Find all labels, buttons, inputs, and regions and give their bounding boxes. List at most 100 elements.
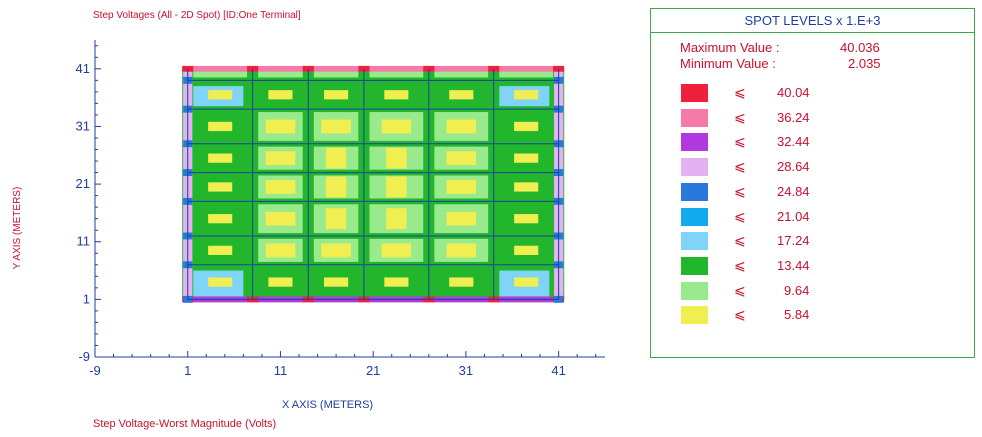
x-tick-label: 11	[274, 363, 288, 378]
y-tick-label: -9	[78, 349, 90, 364]
legend-swatch	[681, 306, 708, 325]
legend-symbol: ⩽	[734, 84, 746, 100]
heatmap-cell	[446, 211, 477, 226]
heatmap-cell	[208, 182, 233, 192]
chart-title: Step Voltages (All - 2D Spot) [ID:One Te…	[93, 10, 301, 21]
legend-title: SPOT LEVELS x 1.E+3	[651, 9, 974, 33]
heatmap-cell	[265, 151, 296, 166]
legend-level-value: 21.04	[777, 208, 810, 224]
heatmap-cell	[265, 119, 296, 134]
legend-level-row: ⩽ 13.44	[681, 256, 951, 276]
heatmap-cell	[514, 153, 539, 163]
heatmap-cell	[321, 119, 351, 134]
legend-level-row: ⩽ 5.84	[681, 305, 951, 325]
heatmap-cell	[384, 90, 409, 100]
legend-symbol: ⩽	[734, 158, 746, 175]
legend-level-row: ⩽ 24.84	[681, 182, 951, 202]
heatmap-cell	[449, 90, 474, 100]
heatmap-cell	[381, 119, 412, 134]
y-tick-label: 11	[77, 234, 91, 249]
legend-level-value: 32.44	[777, 134, 810, 150]
y-tick-label: 31	[76, 118, 90, 133]
heatmap-cell	[302, 65, 314, 72]
heatmap-cell	[553, 65, 565, 72]
heatmap-cell	[208, 121, 233, 132]
x-axis-label: X AXIS (METERS)	[282, 399, 374, 411]
heatmap-cell	[386, 208, 407, 230]
legend-level-row: ⩽ 21.04	[681, 207, 951, 227]
max-value-label: Maximum Value :	[680, 40, 780, 55]
heatmap-cell	[381, 243, 412, 258]
legend-swatch	[681, 133, 708, 152]
heatmap-cell	[514, 121, 539, 132]
legend-level-row: ⩽ 9.64	[681, 281, 951, 301]
heatmap-cell	[208, 277, 233, 287]
legend-swatch	[681, 207, 708, 226]
heatmap-cell	[182, 65, 194, 72]
x-tick-label: 1	[184, 363, 191, 378]
y-axis-label: Y AXIS (METERS)	[12, 186, 23, 270]
heatmap-cell	[325, 176, 347, 198]
y-tick-label: 21	[76, 176, 90, 191]
heatmap-cell	[384, 277, 409, 287]
legend-level-row: ⩽ 36.24	[681, 108, 951, 128]
legend-level-value: 40.04	[777, 85, 810, 100]
x-tick-label: 31	[459, 363, 473, 378]
heatmap-cell	[321, 243, 351, 258]
heatmap-cell	[514, 90, 539, 100]
legend-level-value: 36.24	[777, 109, 810, 125]
heatmap-cell	[265, 243, 296, 258]
heatmap-cell	[324, 90, 349, 100]
legend-level-value: 17.24	[777, 233, 810, 249]
legend-swatch	[681, 281, 708, 300]
legend-level-row: ⩽ 32.44	[681, 132, 951, 152]
heatmap-cell	[208, 214, 233, 224]
heatmap-cells	[182, 65, 565, 303]
legend-symbol: ⩽	[734, 133, 746, 150]
heatmap-cell	[514, 277, 539, 287]
legend-level-value: 13.44	[777, 257, 810, 273]
legend-level-value: 24.84	[777, 183, 810, 199]
axes	[94, 40, 605, 358]
chart-subtitle: Step Voltage-Worst Magnitude (Volts)	[93, 418, 277, 430]
min-value: 2.035	[848, 56, 881, 71]
heatmap-cell	[325, 147, 347, 169]
legend-symbol: ⩽	[734, 182, 746, 199]
heatmap-cell	[268, 277, 293, 287]
y-tick-label: 41	[76, 61, 90, 76]
heatmap-cell	[446, 243, 477, 258]
legend-symbol: ⩽	[734, 281, 746, 298]
heatmap-cell	[514, 214, 539, 224]
max-value: 40.036	[840, 40, 880, 55]
legend-level-row: ⩽ 17.24	[681, 231, 951, 251]
heatmap-cell	[386, 147, 407, 169]
heatmap-cell	[247, 65, 259, 72]
legend-level-row: ⩽ 40.04	[681, 83, 951, 103]
min-value-label: Minimum Value :	[680, 56, 776, 71]
x-tick-label: 21	[366, 363, 380, 378]
heatmap-cell	[514, 245, 539, 255]
heatmap-cell	[446, 180, 477, 194]
legend-level-value: 9.64	[784, 282, 810, 298]
legend-swatch	[681, 158, 708, 177]
legend-symbol: ⩽	[734, 232, 746, 249]
legend-level-value: 5.84	[784, 307, 810, 323]
legend: SPOT LEVELS x 1.E+3 Maximum Value : 40.0…	[650, 8, 975, 358]
legend-swatch	[681, 232, 708, 251]
legend-swatch	[681, 84, 708, 102]
legend-symbol: ⩽	[734, 207, 746, 224]
conductor-grid	[187, 68, 560, 300]
heatmap-cell	[358, 65, 370, 72]
heatmap-cell	[268, 90, 293, 100]
heatmap-cell	[386, 176, 407, 198]
x-tick-label: -9	[89, 363, 101, 378]
heatmap-cell	[265, 180, 296, 194]
heatmap-cell	[324, 277, 349, 287]
heatmap-cell	[514, 182, 539, 192]
legend-level-value: 28.64	[777, 159, 810, 175]
legend-swatch	[681, 256, 708, 275]
heatmap-cell	[449, 277, 474, 287]
legend-symbol: ⩽	[734, 256, 746, 273]
